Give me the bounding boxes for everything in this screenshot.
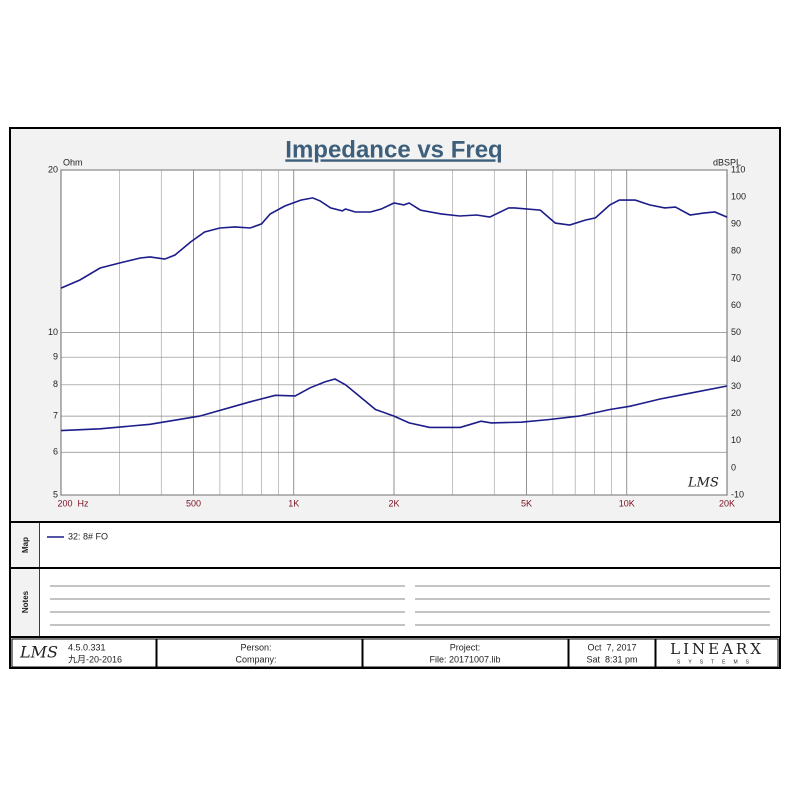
y-tick-label: 8 — [53, 379, 58, 389]
x-tick-label: 1K — [288, 498, 299, 508]
y2-tick-label: 50 — [731, 327, 741, 337]
y2-tick-label: 110 — [731, 164, 745, 174]
notes-panel — [40, 569, 780, 636]
legend-label: 32: 8# FO — [68, 531, 108, 541]
x-tick-label: 5K — [521, 498, 532, 508]
x-tick-label: 10K — [619, 498, 635, 508]
y2-tick-label: 20 — [731, 408, 741, 418]
notes-lines — [50, 585, 770, 626]
y-tick-label: 20 — [48, 164, 58, 174]
logo: LMS — [19, 643, 58, 662]
y2-tick-label: 10 — [731, 435, 741, 445]
brand: LINEARX — [670, 640, 764, 658]
x-tick-label: 200 Hz — [57, 498, 89, 508]
y2-tick-label: 60 — [731, 300, 741, 310]
y-tick-label: 6 — [53, 447, 58, 457]
y2-tick-label: 100 — [731, 191, 746, 201]
y2-axis-label: dBSPL — [713, 157, 741, 167]
file: File: 20171007.lib — [429, 654, 500, 664]
data-line — [60, 378, 728, 432]
y-tick-label: 9 — [53, 352, 58, 362]
y-tick-label: 7 — [53, 410, 58, 420]
build-date: 九月-20-2016 — [68, 654, 122, 664]
x-tick-label: 500 — [186, 498, 201, 508]
company: Company: — [235, 654, 276, 664]
time: Sat 8:31 pm — [586, 654, 637, 664]
y-tick-label: 5 — [53, 489, 58, 499]
date: Oct 7, 2017 — [587, 642, 636, 652]
y2-tick-label: 40 — [731, 354, 741, 364]
x-tick-label: 2K — [388, 498, 399, 508]
map-panel — [40, 523, 780, 567]
project: Project: — [450, 642, 481, 652]
version: 4.5.0.331 — [68, 642, 106, 652]
y2-tick-label: 30 — [731, 381, 741, 391]
panel-label: Map — [21, 537, 30, 553]
x-tick-label: 20K — [719, 498, 735, 508]
y-axis-label: Ohm — [63, 157, 83, 167]
y-tick-label: 10 — [48, 327, 58, 337]
y2-tick-label: 0 — [731, 462, 736, 472]
panel-label: Notes — [21, 590, 30, 613]
person: Person: — [240, 642, 271, 652]
y2-tick-label: 90 — [731, 219, 741, 229]
y2-tick-label: 80 — [731, 246, 741, 256]
brand-sub: SYSTEMS — [677, 659, 757, 665]
y2-tick-label: 70 — [731, 273, 741, 283]
data-line — [60, 197, 728, 289]
chart-title: Impedance vs Freq — [285, 136, 502, 163]
footer-boxes — [11, 638, 779, 668]
y2-tick-label: -10 — [731, 489, 744, 499]
watermark: LMS — [687, 476, 719, 491]
